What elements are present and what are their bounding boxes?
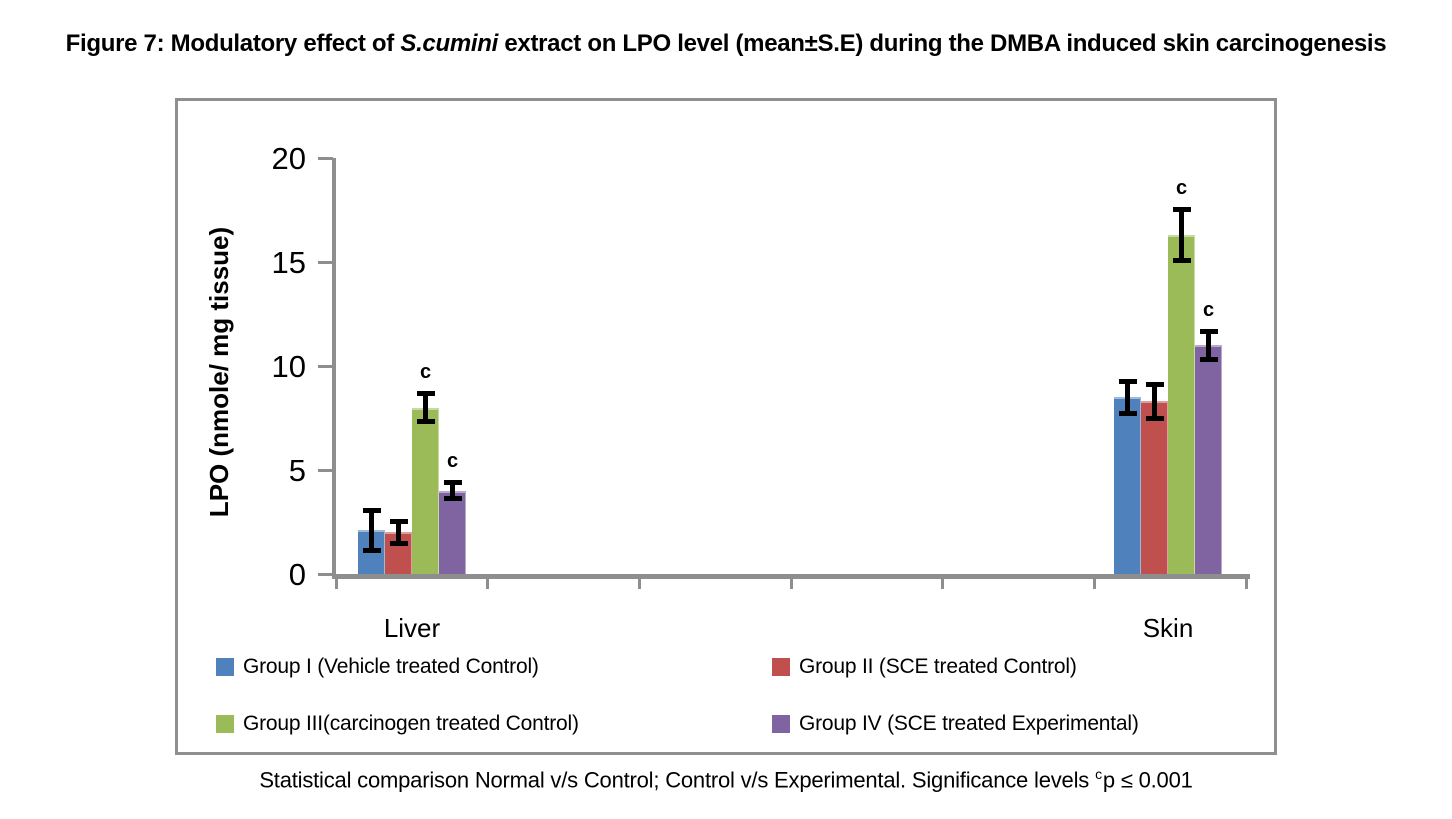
error-bar-cap <box>1118 410 1137 416</box>
error-bar-cap <box>389 540 408 546</box>
error-bar-cap <box>362 507 381 513</box>
y-tick <box>318 260 333 264</box>
error-bar-cap <box>416 391 435 397</box>
error-bar-cap <box>1199 356 1218 362</box>
error-bar-cap <box>1118 378 1137 384</box>
x-tick <box>789 579 793 589</box>
error-bar-line <box>423 393 428 423</box>
error-bar-cap <box>389 518 408 524</box>
bar-skin-series1 <box>1114 397 1141 574</box>
x-tick <box>334 579 338 589</box>
legend-label: Group IV (SCE treated Experimental) <box>799 712 1139 735</box>
legend-swatch <box>772 715 790 733</box>
x-tick <box>1244 579 1248 589</box>
y-tick <box>318 156 333 160</box>
legend-item: Group I (Vehicle treated Control) <box>216 655 539 679</box>
bar-liver-series4 <box>439 490 466 574</box>
y-tick-label: 15 <box>271 244 306 280</box>
bar-liver-series3 <box>412 407 439 574</box>
error-bar-line <box>1179 208 1184 261</box>
y-tick-label: 5 <box>288 452 306 488</box>
error-bar-cap <box>1172 257 1191 263</box>
x-tick <box>941 579 945 589</box>
bar-skin-series2 <box>1141 401 1168 574</box>
error-bar-cap <box>1199 328 1218 334</box>
legend-swatch <box>216 715 234 733</box>
error-bar-line <box>1152 383 1157 420</box>
x-tick <box>486 579 490 589</box>
bar-skin-series4 <box>1195 345 1222 574</box>
x-category-label-skin: Skin <box>1142 613 1194 643</box>
y-tick <box>318 572 333 576</box>
chart-frame: LPO (nmole/ mg tissue) 0 5 10 15 20 c c Liver c c… <box>175 98 1277 755</box>
legend-label: Group II (SCE treated Control) <box>799 655 1077 678</box>
footnote-part2: p ≤ 0.001 <box>1102 767 1193 793</box>
y-tick-label: 20 <box>271 140 306 176</box>
legend-swatch <box>216 658 234 676</box>
error-bar-line <box>396 520 401 544</box>
error-bar-cap <box>443 496 462 502</box>
y-tick <box>318 468 333 472</box>
y-tick-label: 0 <box>288 556 306 592</box>
legend-label: Group III(carcinogen treated Control) <box>243 712 579 735</box>
footnote-part1: Statistical comparison Normal v/s Contro… <box>259 767 1090 793</box>
legend-item: Group III(carcinogen treated Control) <box>216 712 579 736</box>
error-bar-line <box>450 482 455 500</box>
legend-item: Group II (SCE treated Control) <box>772 655 1077 679</box>
error-bar-cap <box>1145 381 1164 387</box>
significance-marker: c <box>1095 766 1102 782</box>
error-bar-cap <box>1145 416 1164 422</box>
y-tick-label: 10 <box>271 348 306 384</box>
significance-label: c <box>1175 176 1188 199</box>
significance-label: c <box>419 361 432 384</box>
error-bar-line <box>1206 330 1211 360</box>
y-tick <box>318 364 333 368</box>
error-bar-cap <box>443 480 462 486</box>
legend-label: Group I (Vehicle treated Control) <box>243 655 539 678</box>
plot-area: LPO (nmole/ mg tissue) 0 5 10 15 20 c c Liver c c… <box>178 101 1274 752</box>
figure-title-part2: extract on LPO level (mean±S.E) during t… <box>497 30 1387 57</box>
bar-skin-series3 <box>1168 234 1195 574</box>
significance-label: c <box>446 450 459 473</box>
error-bar-cap <box>362 548 381 554</box>
x-category-label-liver: Liver <box>383 613 441 643</box>
legend-item: Group IV (SCE treated Experimental) <box>772 712 1139 736</box>
species-name: S.cumini <box>400 30 498 57</box>
error-bar-line <box>1125 380 1130 414</box>
legend-swatch <box>772 658 790 676</box>
figure-title-part1: Figure 7: Modulatory effect of <box>65 30 401 57</box>
error-bar-cap <box>1172 206 1191 212</box>
y-axis-title: LPO (nmole/ mg tissue) <box>204 226 234 518</box>
y-axis-line <box>332 158 336 579</box>
x-tick <box>1092 579 1096 589</box>
x-axis-line <box>332 574 1250 579</box>
x-tick <box>637 579 641 589</box>
figure-title: Figure 7: Modulatory effect of S.cumini … <box>0 30 1452 58</box>
error-bar-line <box>369 509 374 552</box>
footnote: Statistical comparison Normal v/s Contro… <box>0 766 1452 793</box>
error-bar-cap <box>416 419 435 425</box>
significance-label: c <box>1202 298 1215 321</box>
